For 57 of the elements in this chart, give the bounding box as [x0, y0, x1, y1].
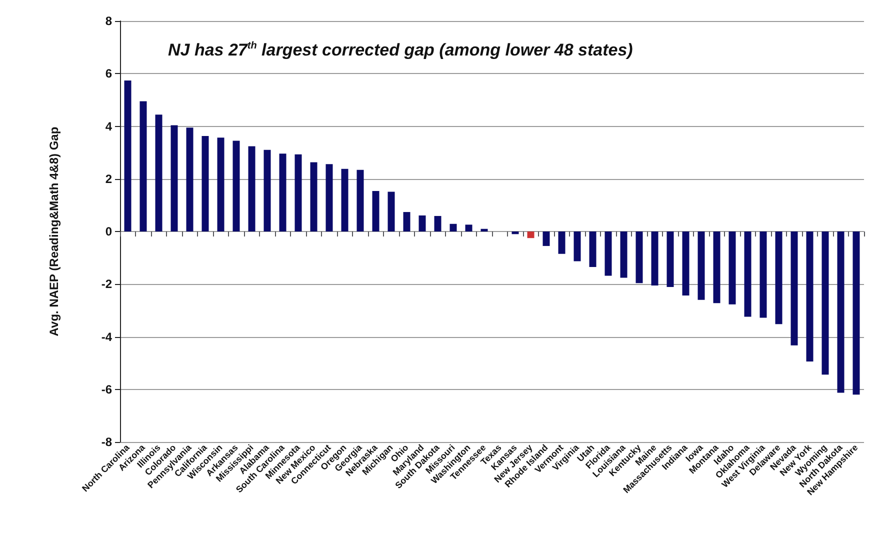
- bar: [217, 138, 224, 232]
- bar: [822, 232, 829, 375]
- bar: [418, 215, 426, 232]
- y-tick-label: 4: [105, 119, 112, 134]
- bar: [852, 232, 860, 395]
- y-tick-label: -8: [101, 435, 112, 449]
- bar: [744, 232, 752, 317]
- bar: [232, 140, 240, 232]
- bar: [341, 168, 348, 232]
- bar: [248, 146, 256, 232]
- bar: [790, 232, 798, 346]
- bar: [620, 232, 628, 278]
- bar: [310, 162, 318, 232]
- bar: [186, 128, 194, 232]
- bar: [403, 212, 410, 232]
- bar: [713, 232, 720, 304]
- bar: [465, 224, 472, 232]
- bar: [388, 192, 395, 232]
- bar: [294, 154, 302, 232]
- bar: [604, 232, 612, 276]
- bar: [636, 232, 643, 284]
- bar: [806, 232, 814, 362]
- bar: [356, 170, 364, 232]
- y-axis-title: Avg. NAEP (Reading&Math 4&8) Gap: [47, 126, 61, 336]
- bar: [480, 228, 488, 232]
- bar: [760, 232, 767, 318]
- bar: [124, 80, 132, 232]
- y-tick-label: -4: [101, 330, 112, 344]
- bar: [264, 150, 271, 232]
- y-tick-label: -2: [101, 277, 112, 292]
- bar: [574, 232, 581, 262]
- bar: [170, 125, 178, 232]
- bar: [558, 232, 566, 254]
- y-tick-label: 8: [105, 14, 112, 28]
- bar: [589, 232, 596, 268]
- bar: [527, 232, 534, 238]
- bar: [512, 232, 519, 234]
- bar: [682, 232, 690, 296]
- y-tick-label: 6: [105, 66, 112, 81]
- y-tick-label: 0: [105, 224, 112, 238]
- bar: [155, 114, 162, 232]
- bar: [140, 101, 147, 232]
- bar: [326, 164, 333, 232]
- bar: [666, 232, 674, 288]
- bar: [837, 232, 844, 393]
- bar: [542, 232, 550, 246]
- y-tick-label: -6: [101, 382, 112, 396]
- bar: [775, 232, 782, 324]
- bar: [698, 232, 705, 300]
- bar: [450, 224, 457, 232]
- bar: [202, 136, 209, 232]
- y-tick-label: 2: [105, 172, 112, 186]
- bar: [434, 216, 442, 232]
- bar: [728, 232, 736, 304]
- bar: [372, 190, 380, 232]
- bar: [279, 154, 286, 232]
- bar: [651, 232, 658, 286]
